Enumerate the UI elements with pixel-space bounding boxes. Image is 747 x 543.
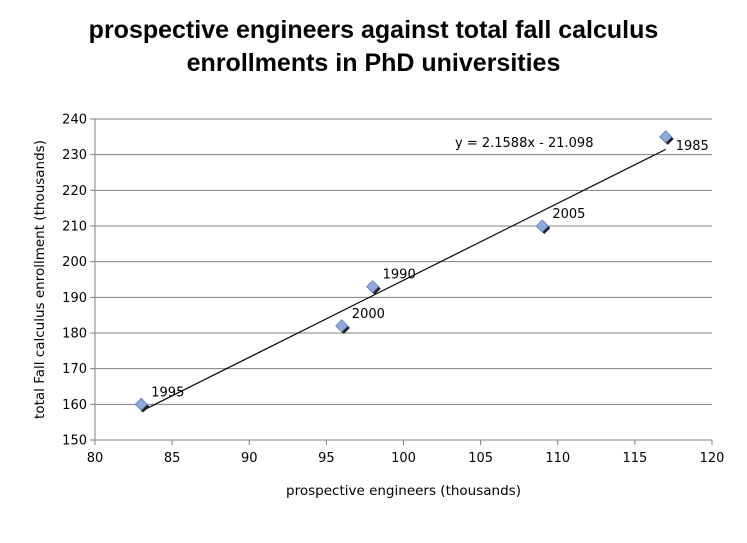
point-label-1990: 1990 — [383, 268, 416, 283]
x-tick-labels: 80 85 90 95 100 105 110 115 120 — [87, 451, 725, 466]
data-point-marker-2005 — [535, 219, 549, 233]
y-tick-labels: 150 160 170 180 190 200 210 220 230 240 — [62, 113, 87, 449]
data-point-2000 — [335, 319, 350, 334]
point-label-1985: 1985 — [676, 139, 709, 154]
data-point-marker-1995 — [134, 397, 148, 411]
y-tick-label-200: 200 — [62, 255, 87, 270]
data-point-marker-1985 — [659, 130, 673, 144]
chart-title: prospective engineers against total fall… — [0, 14, 747, 80]
x-tick-label-80: 80 — [87, 451, 104, 466]
x-tick-label-115: 115 — [622, 451, 647, 466]
y-axis-label: total Fall calculus enrollment (thousand… — [32, 140, 48, 419]
gridlines — [90, 118, 712, 441]
x-tick-label-95: 95 — [318, 451, 335, 466]
trendline-group — [141, 148, 666, 412]
y-tick-label-160: 160 — [62, 398, 87, 413]
data-point-marker-1990 — [366, 280, 380, 294]
trendline-equation: y = 2.1588x - 21.098 — [455, 136, 593, 151]
y-tick-label-190: 190 — [62, 291, 87, 306]
point-labels: 1985 1990 1995 2000 2005 — [151, 139, 709, 401]
y-tick-label-170: 170 — [62, 362, 87, 377]
data-point-marker-2000 — [335, 319, 349, 333]
y-tick-label-220: 220 — [62, 184, 87, 199]
point-label-2005: 2005 — [552, 207, 585, 222]
x-tick-label-90: 90 — [241, 451, 258, 466]
data-point-1995 — [134, 397, 150, 413]
x-tick-label-100: 100 — [391, 451, 416, 466]
x-tick-label-110: 110 — [545, 451, 570, 466]
y-tick-label-180: 180 — [62, 327, 87, 342]
point-label-1995: 1995 — [151, 385, 184, 400]
x-tick-label-105: 105 — [468, 451, 493, 466]
data-point-2005 — [535, 219, 551, 234]
chart-title-line-2: enrollments in PhD universities — [186, 49, 561, 77]
y-tick-label-230: 230 — [62, 148, 87, 163]
chart-title-line-1: prospective engineers against total fall… — [88, 16, 659, 44]
y-tick-label-150: 150 — [62, 434, 87, 449]
x-axis-label: prospective engineers (thousands) — [286, 483, 521, 499]
x-tick-label-85: 85 — [164, 451, 181, 466]
y-tick-label-210: 210 — [62, 220, 87, 235]
data-points — [134, 130, 674, 413]
data-point-1990 — [366, 280, 381, 295]
data-point-1985 — [659, 130, 674, 145]
trendline — [141, 148, 666, 412]
axes — [94, 119, 713, 445]
point-label-2000: 2000 — [352, 307, 385, 322]
y-tick-label-240: 240 — [62, 113, 87, 128]
x-tick-label-120: 120 — [700, 451, 725, 466]
